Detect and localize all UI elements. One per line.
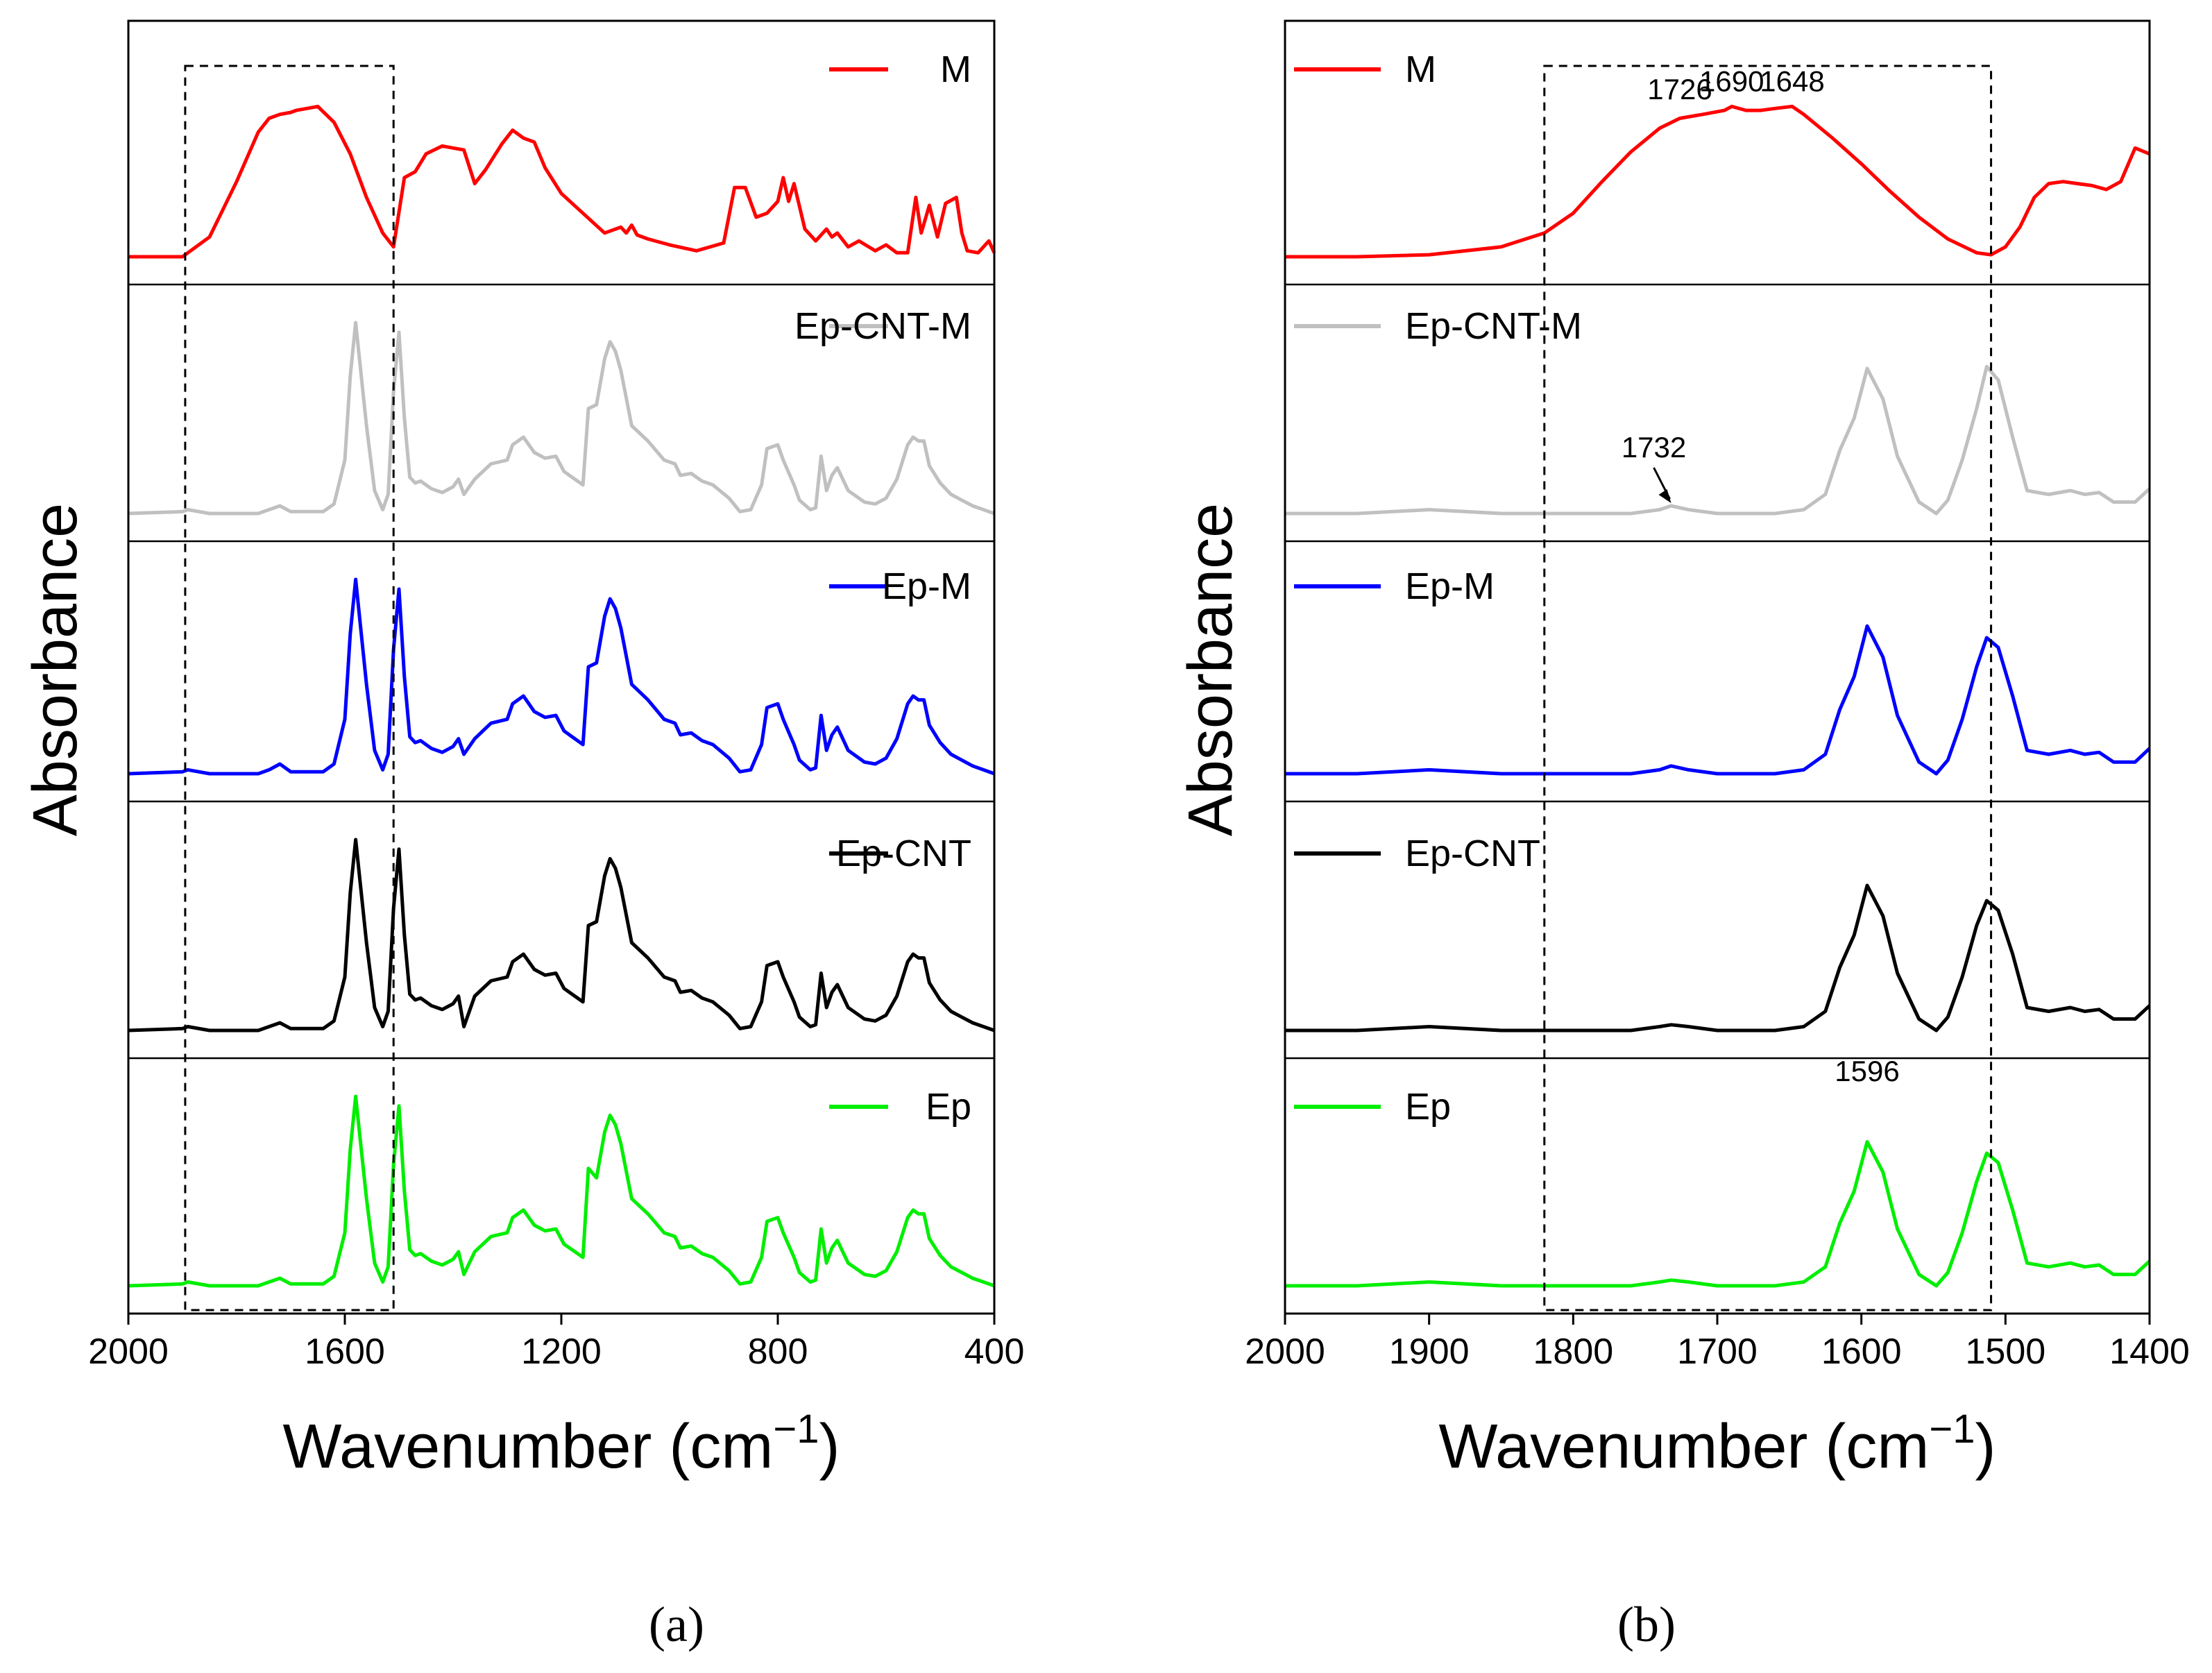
series-line-ep-cnt	[128, 838, 995, 1033]
series-line-ep	[1285, 1140, 2151, 1288]
series-line-ep-m	[1285, 624, 2151, 776]
panel-label: (a)	[649, 1597, 704, 1652]
legend-label-ep-m: Ep-M	[882, 566, 971, 607]
x-tick-label: 1900	[1389, 1332, 1470, 1372]
x-tick-label: 1600	[305, 1332, 385, 1372]
series-line-m	[1285, 104, 2150, 259]
annotation-1648: 1648	[1760, 65, 1824, 97]
dashed-region-box	[1543, 65, 1993, 1311]
series-line-ep	[128, 1094, 995, 1288]
panel-a: M Ep-CNT-M Ep-M Ep-CNT Ep 2000 1600 1200 800 400 W…	[21, 19, 1025, 1652]
x-tick-label: 800	[748, 1332, 808, 1372]
series-line-ep-cnt-m	[128, 321, 995, 516]
x-tick-label: 1700	[1677, 1332, 1758, 1372]
series-line-ep-cnt	[1285, 883, 2151, 1033]
annotation-1726: 1726	[1647, 73, 1712, 105]
x-tick-label: 1800	[1533, 1332, 1613, 1372]
annotation-1732: 1732	[1622, 431, 1686, 464]
x-tick-label: 1200	[521, 1332, 602, 1372]
x-tick-label: 1600	[1821, 1332, 1902, 1372]
x-tick-label: 2000	[1245, 1332, 1325, 1372]
x-axis-label: Wavenumber (cm−1)	[283, 1407, 840, 1481]
series-line-ep-m	[128, 577, 995, 776]
panel-label: (b)	[1617, 1597, 1676, 1652]
dashed-region-box	[184, 65, 395, 1311]
x-tick-label: 2000	[88, 1332, 169, 1372]
x-tick-label: 1500	[1965, 1332, 2045, 1372]
series-line-ep-cnt-m	[1285, 364, 2151, 516]
x-tick-label: 400	[964, 1332, 1025, 1372]
annotation-arrowhead	[1658, 489, 1671, 503]
annotation-1596: 1596	[1835, 1055, 1899, 1087]
annotation-1690: 1690	[1699, 65, 1764, 97]
legend-label-ep: Ep	[1405, 1086, 1451, 1128]
x-axis-label: Wavenumber (cm−1)	[1439, 1407, 1996, 1481]
legend-label-m: M	[940, 49, 971, 90]
legend-label-ep-cnt-m: Ep-CNT-M	[794, 305, 971, 347]
series-line-m	[128, 104, 996, 259]
plot-frame	[127, 19, 996, 1315]
legend-label-m: M	[1405, 49, 1436, 90]
x-tick-label: 1400	[2109, 1332, 2190, 1372]
legend-label-ep: Ep	[926, 1086, 971, 1128]
legend-label-ep-cnt: Ep-CNT	[836, 833, 971, 874]
y-axis-label: Absorbance	[21, 503, 90, 836]
y-axis-label: Absorbance	[1176, 503, 1245, 836]
legend-label-ep-m: Ep-M	[1405, 566, 1495, 607]
legend-label-ep-cnt-m: Ep-CNT-M	[1405, 305, 1582, 347]
legend-label-ep-cnt: Ep-CNT	[1405, 833, 1540, 874]
